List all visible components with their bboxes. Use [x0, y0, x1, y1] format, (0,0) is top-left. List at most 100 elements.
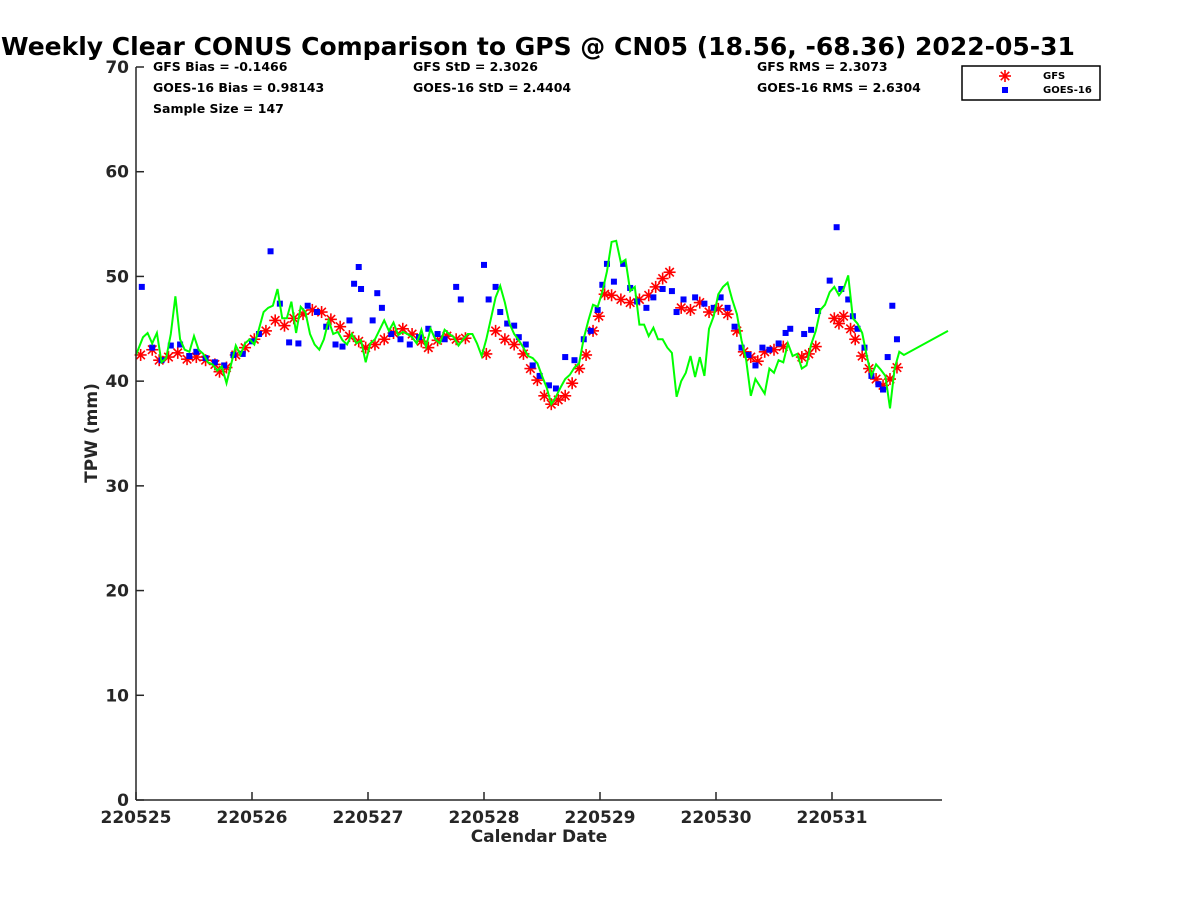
goes16-point	[738, 344, 745, 351]
x-tick-label: 220528	[449, 808, 520, 828]
goes16-point	[673, 309, 680, 316]
goes16-point	[358, 285, 365, 292]
goes16-point	[603, 260, 610, 267]
stat-gfs-rms: GFS RMS = 2.3073	[757, 59, 888, 74]
x-tick-label: 220530	[681, 808, 752, 828]
goes16-point	[587, 327, 594, 334]
goes16-point	[255, 331, 262, 338]
y-tick-label: 10	[105, 686, 129, 706]
plot-area	[134, 224, 949, 411]
goes16-point	[838, 285, 845, 292]
goes16-point	[504, 320, 511, 327]
stat-goes-std: GOES-16 StD = 2.4404	[413, 80, 571, 95]
goes16-point	[497, 309, 504, 316]
gfs-point	[171, 346, 184, 359]
goes16-point	[650, 294, 657, 301]
goes16-point	[717, 294, 724, 301]
goes16-point	[659, 285, 666, 292]
goes16-point	[522, 341, 529, 348]
goes16-point	[286, 339, 293, 346]
goes16-point	[815, 307, 822, 314]
chart-title: Weekly Clear CONUS Comparison to GPS @ C…	[1, 32, 1075, 61]
goes16-point	[880, 386, 887, 393]
x-axis-label: Calendar Date	[471, 827, 608, 847]
legend-gfs-label: GFS	[1043, 71, 1065, 82]
goes16-point	[724, 304, 731, 311]
gfs-point	[378, 333, 391, 346]
gfs-point	[259, 324, 272, 337]
goes16-point	[346, 317, 353, 324]
gfs-point	[498, 333, 511, 346]
goes16-point	[239, 350, 246, 357]
goes16-point	[680, 296, 687, 303]
goes16-point	[752, 362, 759, 369]
y-tick-label: 30	[105, 477, 129, 497]
goes16-point	[492, 283, 499, 290]
goes16-point	[177, 341, 184, 348]
goes16-point	[884, 354, 891, 361]
goes16-point	[211, 359, 218, 366]
legend-goes-marker	[1002, 87, 1008, 93]
goes16-point	[854, 325, 861, 332]
goes16-point	[193, 348, 200, 355]
gfs-point	[508, 338, 521, 351]
goes16-point	[406, 341, 413, 348]
goes16-point	[434, 331, 441, 338]
axes: 0 10 20 30 40 50 60 70 220525 220526 220527 220528 2…	[101, 58, 868, 828]
legend-goes-square	[1002, 87, 1008, 93]
stat-goes-bias: GOES-16 Bias = 0.98143	[153, 80, 324, 95]
goes16-point	[889, 302, 896, 309]
legend-box	[961, 65, 1101, 101]
gfs-point	[162, 351, 175, 364]
gfs-point	[663, 266, 676, 279]
goes16-point	[515, 334, 522, 341]
goes16-point	[826, 277, 833, 284]
gfs-point	[334, 320, 347, 333]
goes16-point	[759, 344, 766, 351]
goes16-point	[731, 323, 738, 330]
x-tick-label: 220526	[217, 808, 288, 828]
gfs-point	[269, 314, 282, 327]
gfs-point	[538, 389, 551, 402]
stat-gfs-bias: GFS Bias = -0.1466	[153, 59, 288, 74]
gfs-point	[605, 289, 618, 302]
goes16-point	[562, 354, 569, 361]
goes16-point	[221, 362, 228, 369]
y-tick-label: 60	[105, 163, 129, 183]
goes16-point	[571, 357, 578, 364]
gfs-point	[684, 303, 697, 316]
goes16-point	[536, 372, 543, 379]
gfs-point	[580, 348, 593, 361]
gfs-point	[649, 280, 662, 293]
goes16-point	[893, 336, 900, 343]
y-tick-label: 70	[105, 58, 129, 78]
goes16-point	[378, 304, 385, 311]
gps-series-line	[135, 239, 949, 409]
y-tick-label: 0	[117, 791, 129, 811]
goes16-point	[845, 296, 852, 303]
goes16-point	[167, 342, 174, 349]
goes16-point	[875, 381, 882, 388]
goes16-point	[388, 331, 395, 338]
gfs-point	[278, 319, 291, 332]
y-axis-label: TPW (mm)	[82, 383, 102, 483]
legend-goes-label: GOES-16	[1043, 85, 1092, 96]
goes16-point	[453, 283, 460, 290]
goes16-point	[808, 326, 815, 333]
gfs-point	[489, 324, 502, 337]
goes16-point	[787, 325, 794, 332]
goes16-point	[833, 224, 840, 231]
legend-gfs-marker	[999, 70, 1011, 82]
goes16-point	[529, 362, 536, 369]
gfs-point	[566, 377, 579, 390]
goes16-point	[782, 329, 789, 336]
goes16-point	[295, 340, 302, 347]
goes16-point	[186, 353, 193, 360]
x-tick-label: 220531	[797, 808, 868, 828]
goes16-point	[457, 296, 464, 303]
legend: GFS GOES-16	[961, 65, 1101, 101]
gfs-point	[559, 389, 572, 402]
goes16-point	[313, 309, 320, 316]
goes16-point	[745, 351, 752, 358]
